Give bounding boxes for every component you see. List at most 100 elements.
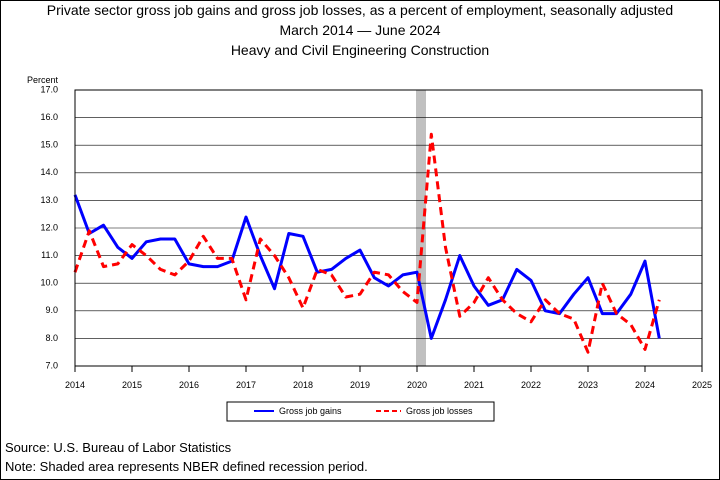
data-point-gross-job-losses bbox=[530, 321, 532, 323]
data-point-gross-job-gains bbox=[273, 288, 275, 290]
data-point-gross-job-losses bbox=[402, 290, 404, 292]
data-point-gross-job-gains bbox=[444, 299, 446, 301]
data-point-gross-job-losses bbox=[188, 260, 190, 262]
legend-label-gross-job-gains: Gross job gains bbox=[279, 406, 342, 416]
legend-label-gross-job-losses: Gross job losses bbox=[406, 406, 473, 416]
chart-title: Private sector gross job gains and gross… bbox=[46, 2, 674, 18]
x-tick-label: 2020 bbox=[407, 380, 427, 390]
data-point-gross-job-gains bbox=[302, 235, 304, 237]
data-point-gross-job-losses bbox=[231, 257, 233, 259]
x-tick-label: 2024 bbox=[635, 380, 655, 390]
data-point-gross-job-losses bbox=[216, 257, 218, 259]
data-point-gross-job-losses bbox=[558, 312, 560, 314]
data-point-gross-job-gains bbox=[530, 279, 532, 281]
x-tick-label: 2014 bbox=[65, 380, 85, 390]
data-point-gross-job-gains bbox=[601, 312, 603, 314]
x-tick-label: 2023 bbox=[578, 380, 598, 390]
data-point-gross-job-losses bbox=[245, 299, 247, 301]
data-point-gross-job-losses bbox=[330, 274, 332, 276]
data-point-gross-job-gains bbox=[145, 241, 147, 243]
data-point-gross-job-gains bbox=[330, 268, 332, 270]
data-point-gross-job-losses bbox=[259, 238, 261, 240]
x-tick-label: 2018 bbox=[293, 380, 313, 390]
data-point-gross-job-gains bbox=[202, 265, 204, 267]
data-point-gross-job-losses bbox=[145, 254, 147, 256]
y-tick-label: 13.0 bbox=[40, 195, 58, 205]
x-tick-label: 2015 bbox=[122, 380, 142, 390]
data-point-gross-job-gains bbox=[644, 260, 646, 262]
data-point-gross-job-losses bbox=[587, 351, 589, 353]
data-point-gross-job-gains bbox=[459, 254, 461, 256]
recession-note: Note: Shaded area represents NBER define… bbox=[5, 459, 368, 474]
data-point-gross-job-losses bbox=[516, 312, 518, 314]
data-point-gross-job-losses bbox=[159, 268, 161, 270]
data-point-gross-job-gains bbox=[117, 246, 119, 248]
x-tick-label: 2021 bbox=[464, 380, 484, 390]
data-point-gross-job-gains bbox=[544, 310, 546, 312]
data-point-gross-job-losses bbox=[416, 301, 418, 303]
data-point-gross-job-losses bbox=[487, 276, 489, 278]
chart-date-range: March 2014 — June 2024 bbox=[279, 22, 441, 38]
data-point-gross-job-gains bbox=[430, 337, 432, 339]
data-point-gross-job-losses bbox=[102, 265, 104, 267]
y-tick-label: 7.0 bbox=[45, 360, 58, 370]
data-point-gross-job-losses bbox=[473, 301, 475, 303]
data-point-gross-job-gains bbox=[102, 224, 104, 226]
data-point-gross-job-gains bbox=[487, 304, 489, 306]
data-point-gross-job-gains bbox=[288, 232, 290, 234]
legend: Gross job gains Gross job losses bbox=[226, 401, 495, 422]
y-tick-label: 8.0 bbox=[45, 333, 58, 343]
data-point-gross-job-losses bbox=[117, 263, 119, 265]
data-point-gross-job-losses bbox=[288, 276, 290, 278]
data-point-gross-job-losses bbox=[644, 348, 646, 350]
data-point-gross-job-losses bbox=[387, 274, 389, 276]
x-tick-label: 2025 bbox=[692, 380, 712, 390]
data-point-gross-job-gains bbox=[345, 257, 347, 259]
x-tick-label: 2017 bbox=[236, 380, 256, 390]
y-tick-label: 11.0 bbox=[41, 250, 58, 260]
data-point-gross-job-losses bbox=[88, 230, 90, 232]
data-point-gross-job-losses bbox=[174, 274, 176, 276]
data-point-gross-job-losses bbox=[459, 315, 461, 317]
y-tick-label: 10.0 bbox=[40, 278, 58, 288]
data-point-gross-job-gains bbox=[630, 293, 632, 295]
data-point-gross-job-gains bbox=[658, 337, 660, 339]
data-point-gross-job-gains bbox=[131, 257, 133, 259]
data-point-gross-job-gains bbox=[516, 268, 518, 270]
plot-area-border bbox=[74, 89, 703, 367]
y-tick-label: 15.0 bbox=[40, 140, 58, 150]
data-point-gross-job-losses bbox=[345, 296, 347, 298]
data-point-gross-job-losses bbox=[430, 133, 432, 135]
data-point-gross-job-gains bbox=[188, 263, 190, 265]
x-tick-label: 2022 bbox=[521, 380, 541, 390]
data-point-gross-job-gains bbox=[416, 271, 418, 273]
data-point-gross-job-gains bbox=[159, 238, 161, 240]
data-point-gross-job-losses bbox=[630, 323, 632, 325]
data-point-gross-job-losses bbox=[501, 299, 503, 301]
data-point-gross-job-losses bbox=[202, 235, 204, 237]
y-tick-label: 16.0 bbox=[40, 112, 58, 122]
data-point-gross-job-gains bbox=[245, 216, 247, 218]
data-point-gross-job-gains bbox=[174, 238, 176, 240]
x-tick-label: 2019 bbox=[350, 380, 370, 390]
legend-box bbox=[226, 401, 495, 422]
x-tick-label: 2016 bbox=[179, 380, 199, 390]
data-point-gross-job-losses bbox=[359, 293, 361, 295]
y-tick-label: 9.0 bbox=[45, 305, 58, 315]
y-tick-label: 14.0 bbox=[40, 167, 58, 177]
data-point-gross-job-gains bbox=[587, 276, 589, 278]
series-line-gross-job-losses bbox=[73, 132, 661, 354]
data-point-gross-job-losses bbox=[544, 299, 546, 301]
data-point-gross-job-losses bbox=[615, 312, 617, 314]
data-point-gross-job-losses bbox=[601, 282, 603, 284]
data-point-gross-job-gains bbox=[216, 265, 218, 267]
data-point-gross-job-gains bbox=[259, 254, 261, 256]
y-axis-label: Percent bbox=[27, 75, 59, 85]
data-point-gross-job-gains bbox=[473, 285, 475, 287]
data-point-gross-job-losses bbox=[273, 254, 275, 256]
series-line-gross-job-gains bbox=[73, 194, 661, 340]
data-point-gross-job-losses bbox=[131, 243, 133, 245]
data-point-gross-job-gains bbox=[402, 274, 404, 276]
